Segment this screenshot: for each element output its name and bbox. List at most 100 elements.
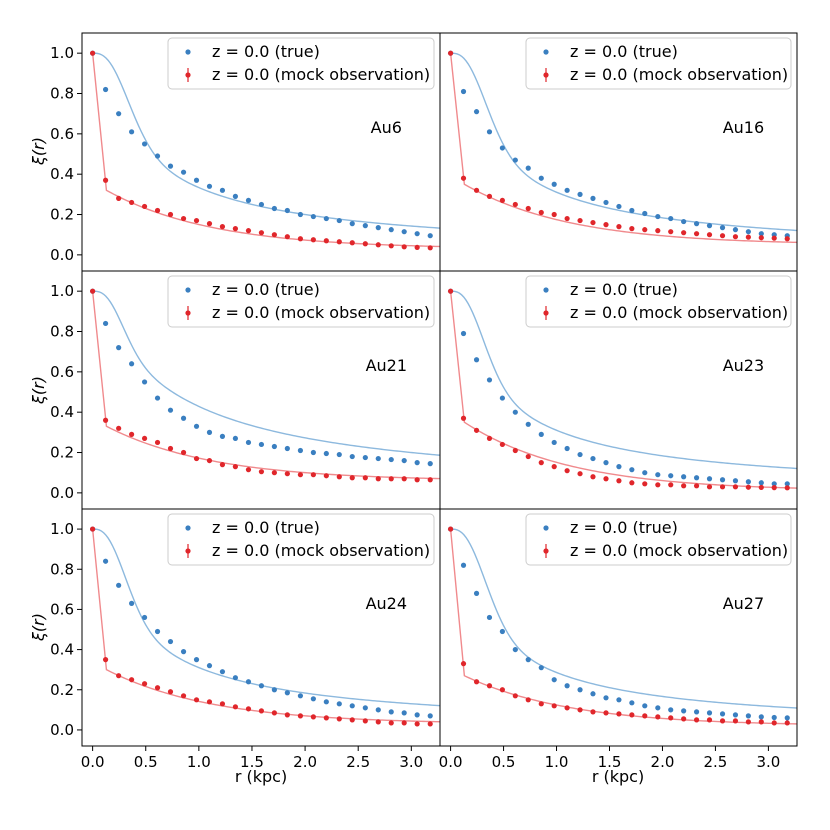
mock-point xyxy=(512,201,518,208)
mock-point xyxy=(219,701,226,707)
mock-point xyxy=(693,231,700,237)
y-tick-label: 0.0 xyxy=(50,721,74,739)
true-point xyxy=(564,187,570,193)
y-axis-label-row-1: ξ(r) xyxy=(29,137,48,166)
y-tick-label: 0.4 xyxy=(50,641,74,659)
true-point xyxy=(116,111,122,117)
true-point xyxy=(193,657,200,663)
panel-frame xyxy=(439,508,798,747)
legend-marker-mock xyxy=(543,72,549,78)
true-point xyxy=(102,86,109,93)
true-point xyxy=(551,677,557,683)
true-point xyxy=(564,683,570,689)
mock-point xyxy=(375,242,381,248)
mock-point xyxy=(362,475,368,481)
true-point xyxy=(116,582,122,588)
true-point xyxy=(427,233,433,239)
true-point xyxy=(668,215,674,222)
mock-point xyxy=(388,243,394,249)
y-tick-label: 0.4 xyxy=(50,165,74,183)
x-tick-label: 1.5 xyxy=(598,753,622,771)
legend-marker-mock xyxy=(543,548,549,554)
mock-point xyxy=(668,715,674,721)
mock-point xyxy=(90,288,96,294)
mock-point xyxy=(90,50,96,56)
mock-point xyxy=(323,238,329,244)
mock-point xyxy=(297,472,304,478)
mock-point xyxy=(460,415,467,421)
y-tick-label: 1.0 xyxy=(50,282,74,300)
mock-point xyxy=(349,475,355,481)
mock-point xyxy=(681,230,687,236)
true-point xyxy=(388,709,394,715)
legend-marker-mock xyxy=(543,310,549,316)
legend: z = 0.0 (true) z = 0.0 (mock observation) xyxy=(525,37,792,90)
legend-marker-mock xyxy=(185,548,191,554)
true-point xyxy=(232,193,238,199)
mock-point xyxy=(323,473,329,479)
true-point xyxy=(414,231,420,237)
mock-point xyxy=(590,709,596,715)
mock-point xyxy=(116,195,122,201)
true-point xyxy=(232,435,238,442)
true-point xyxy=(693,221,700,227)
x-tick-label: 2.0 xyxy=(293,753,317,771)
mock-point xyxy=(603,710,609,716)
mock-point xyxy=(336,239,342,245)
true-point xyxy=(375,225,381,231)
y-tick-label: 0.2 xyxy=(50,206,74,224)
true-point xyxy=(693,709,700,715)
true-point xyxy=(284,445,290,452)
mock-point xyxy=(180,693,187,699)
mock-point xyxy=(616,478,622,484)
true-point xyxy=(655,705,661,711)
x-tick-label: 0.0 xyxy=(439,753,463,771)
true-point xyxy=(336,451,342,458)
mock-point xyxy=(141,435,148,442)
true-point xyxy=(499,628,505,635)
mock-point xyxy=(154,685,161,691)
y-tick-label: 0.0 xyxy=(50,484,74,502)
true-point xyxy=(538,431,544,437)
true-point xyxy=(258,441,265,448)
mock-point xyxy=(603,222,609,228)
mock-point xyxy=(284,234,290,240)
true-point xyxy=(362,223,368,229)
mock-point xyxy=(771,235,777,241)
mock-point xyxy=(681,716,687,722)
mock-point xyxy=(784,236,790,242)
true-point xyxy=(271,443,277,450)
true-point xyxy=(206,183,213,189)
true-point xyxy=(323,450,329,457)
legend-box xyxy=(525,275,792,328)
mock-point xyxy=(310,472,316,478)
legend-marker-mock xyxy=(185,72,191,78)
true-point xyxy=(745,713,751,719)
mock-point xyxy=(745,719,751,725)
legend-label-true: z = 0.0 (true) xyxy=(570,280,678,299)
true-point xyxy=(102,320,109,327)
panel-label-au16: Au16 xyxy=(723,118,764,137)
mock-point xyxy=(116,673,122,679)
mock-point xyxy=(473,679,480,685)
true-point xyxy=(284,207,290,214)
x-tick-label: 2.0 xyxy=(651,753,675,771)
mock-point xyxy=(771,720,777,726)
mock-point xyxy=(180,449,187,456)
legend-box xyxy=(525,513,792,566)
true-point xyxy=(362,705,368,711)
mock-point xyxy=(499,441,505,448)
true-point xyxy=(719,225,726,231)
legend-marker-true xyxy=(185,49,191,55)
y-tick-label: 0.0 xyxy=(50,246,74,264)
legend-label-true: z = 0.0 (true) xyxy=(570,518,678,537)
mock-point xyxy=(732,484,739,490)
true-point xyxy=(375,707,381,713)
true-point xyxy=(486,377,493,383)
true-point xyxy=(310,449,316,456)
mock-point xyxy=(745,234,751,240)
true-point xyxy=(719,477,726,483)
mock-point xyxy=(758,719,764,725)
x-tick-label: 3.0 xyxy=(399,753,423,771)
